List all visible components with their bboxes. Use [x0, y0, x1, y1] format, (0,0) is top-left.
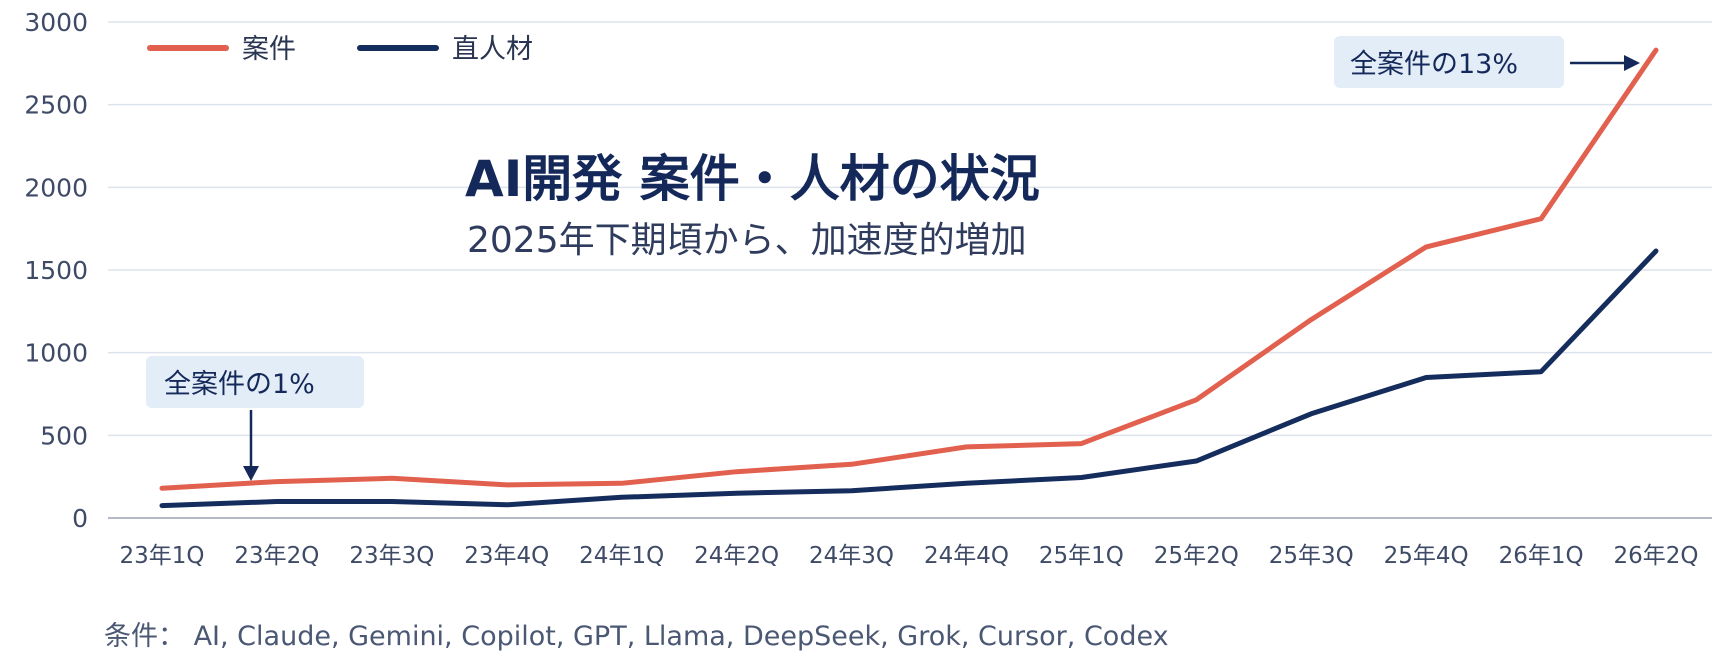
- y-tick-label: 3000: [24, 8, 88, 37]
- footnote: 条件： AI, Claude, Gemini, Copilot, GPT, Ll…: [104, 621, 1169, 652]
- annotation-13pct-box: [1334, 36, 1564, 88]
- y-tick-label: 1500: [24, 256, 88, 285]
- x-tick-label: 23年2Q: [234, 543, 319, 569]
- y-axis-ticks: 0 500 1000 1500 2000 2500 3000: [24, 8, 88, 533]
- annotation-13pct-arrowhead: [1624, 55, 1640, 71]
- x-tick-label: 23年3Q: [349, 543, 434, 569]
- x-tick-label: 25年4Q: [1384, 543, 1469, 569]
- annotation-13pct-text: 全案件の13%: [1350, 49, 1518, 80]
- annotation-13pct: 全案件の13%: [1334, 36, 1640, 88]
- x-tick-label: 24年1Q: [579, 543, 664, 569]
- x-tick-label: 25年3Q: [1269, 543, 1354, 569]
- grid-lines: [108, 21, 1712, 437]
- x-axis-ticks: 23年1Q 23年2Q 23年3Q 23年4Q 24年1Q 24年2Q 24年3Q 24年4Q…: [119, 543, 1698, 569]
- legend: 案件 直人材: [147, 34, 533, 65]
- y-tick-label: 2000: [24, 173, 88, 202]
- x-tick-label: 24年4Q: [924, 543, 1009, 569]
- series-line-1: [159, 248, 1659, 509]
- y-tick-label: 500: [40, 421, 88, 450]
- annotation-1pct-text: 全案件の1%: [164, 369, 315, 400]
- x-tick-label: 26年1Q: [1499, 543, 1584, 569]
- chart-title: AI開発 案件・人材の状況: [465, 150, 1040, 208]
- annotation-1pct-box: [146, 356, 364, 408]
- legend-label-jinzai: 直人材: [452, 34, 533, 65]
- x-tick-label: 24年2Q: [694, 543, 779, 569]
- y-tick-label: 2500: [24, 91, 88, 120]
- y-tick-label: 0: [72, 504, 88, 533]
- x-tick-label: 25年1Q: [1039, 543, 1124, 569]
- x-tick-label: 23年4Q: [464, 543, 549, 569]
- x-tick-label: 26年2Q: [1613, 543, 1698, 569]
- x-tick-label: 23年1Q: [119, 543, 204, 569]
- annotation-1pct: 全案件の1%: [146, 356, 364, 481]
- legend-label-anken: 案件: [242, 34, 296, 65]
- chart-subtitle: 2025年下期頃から、加速度的増加: [467, 220, 1027, 261]
- annotation-1pct-arrowhead: [243, 466, 259, 481]
- series-line-0: [159, 47, 1659, 491]
- series-lines: [159, 47, 1659, 509]
- y-tick-label: 1000: [24, 339, 88, 368]
- x-tick-label: 24年3Q: [809, 543, 894, 569]
- x-tick-label: 25年2Q: [1154, 543, 1239, 569]
